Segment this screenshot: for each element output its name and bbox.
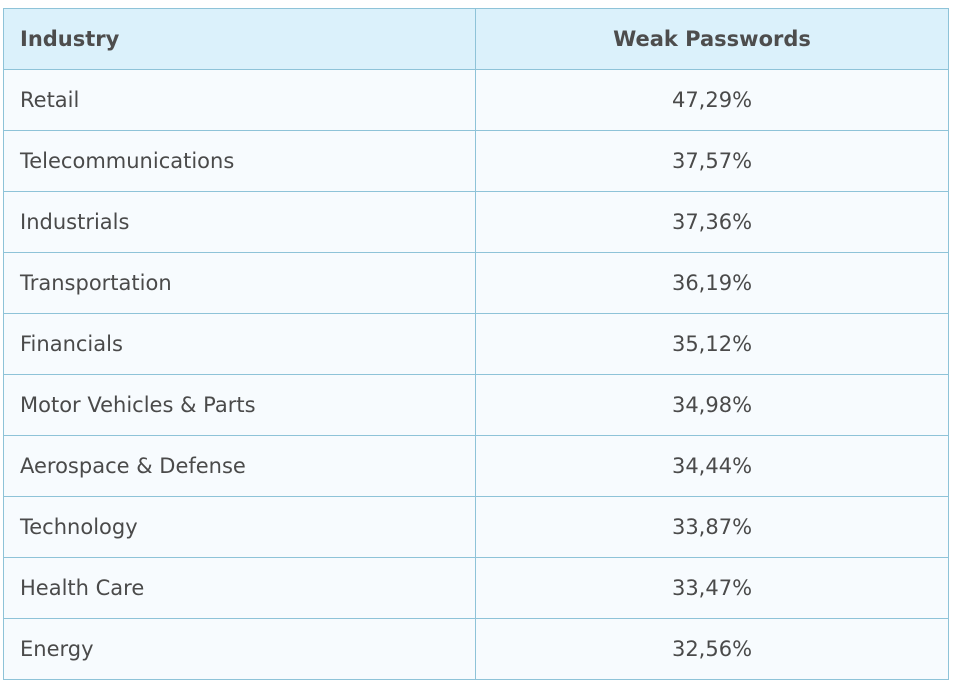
cell-industry: Transportation bbox=[3, 252, 476, 314]
column-header-weak-passwords: Weak Passwords bbox=[475, 8, 949, 70]
table-row: Aerospace & Defense 34,44% bbox=[3, 435, 949, 497]
table-row: Technology 33,87% bbox=[3, 496, 949, 558]
cell-weak-passwords: 47,29% bbox=[475, 69, 949, 131]
table-row: Motor Vehicles & Parts 34,98% bbox=[3, 374, 949, 436]
cell-weak-passwords: 34,44% bbox=[475, 435, 949, 497]
cell-industry: Energy bbox=[3, 618, 476, 680]
table-row: Telecommunications 37,57% bbox=[3, 130, 949, 192]
cell-weak-passwords: 33,47% bbox=[475, 557, 949, 619]
cell-industry: Retail bbox=[3, 69, 476, 131]
cell-weak-passwords: 32,56% bbox=[475, 618, 949, 680]
table-header: Industry Weak Passwords bbox=[3, 8, 949, 70]
cell-industry: Health Care bbox=[3, 557, 476, 619]
cell-industry: Technology bbox=[3, 496, 476, 558]
cell-weak-passwords: 35,12% bbox=[475, 313, 949, 375]
cell-industry: Telecommunications bbox=[3, 130, 476, 192]
table-row: Industrials 37,36% bbox=[3, 191, 949, 253]
weak-passwords-table: Industry Weak Passwords Retail 47,29% Te… bbox=[3, 8, 949, 680]
table-row: Transportation 36,19% bbox=[3, 252, 949, 314]
cell-weak-passwords: 37,36% bbox=[475, 191, 949, 253]
header-row: Industry Weak Passwords bbox=[3, 8, 949, 70]
table-row: Financials 35,12% bbox=[3, 313, 949, 375]
cell-industry: Financials bbox=[3, 313, 476, 375]
column-header-industry: Industry bbox=[3, 8, 476, 70]
cell-industry: Motor Vehicles & Parts bbox=[3, 374, 476, 436]
cell-industry: Aerospace & Defense bbox=[3, 435, 476, 497]
cell-weak-passwords: 36,19% bbox=[475, 252, 949, 314]
cell-weak-passwords: 33,87% bbox=[475, 496, 949, 558]
cell-industry: Industrials bbox=[3, 191, 476, 253]
cell-weak-passwords: 34,98% bbox=[475, 374, 949, 436]
table-row: Retail 47,29% bbox=[3, 69, 949, 131]
cell-weak-passwords: 37,57% bbox=[475, 130, 949, 192]
table-row: Energy 32,56% bbox=[3, 618, 949, 680]
table-body: Retail 47,29% Telecommunications 37,57% … bbox=[3, 69, 949, 680]
table-row: Health Care 33,47% bbox=[3, 557, 949, 619]
table-container: Industry Weak Passwords Retail 47,29% Te… bbox=[3, 8, 949, 680]
